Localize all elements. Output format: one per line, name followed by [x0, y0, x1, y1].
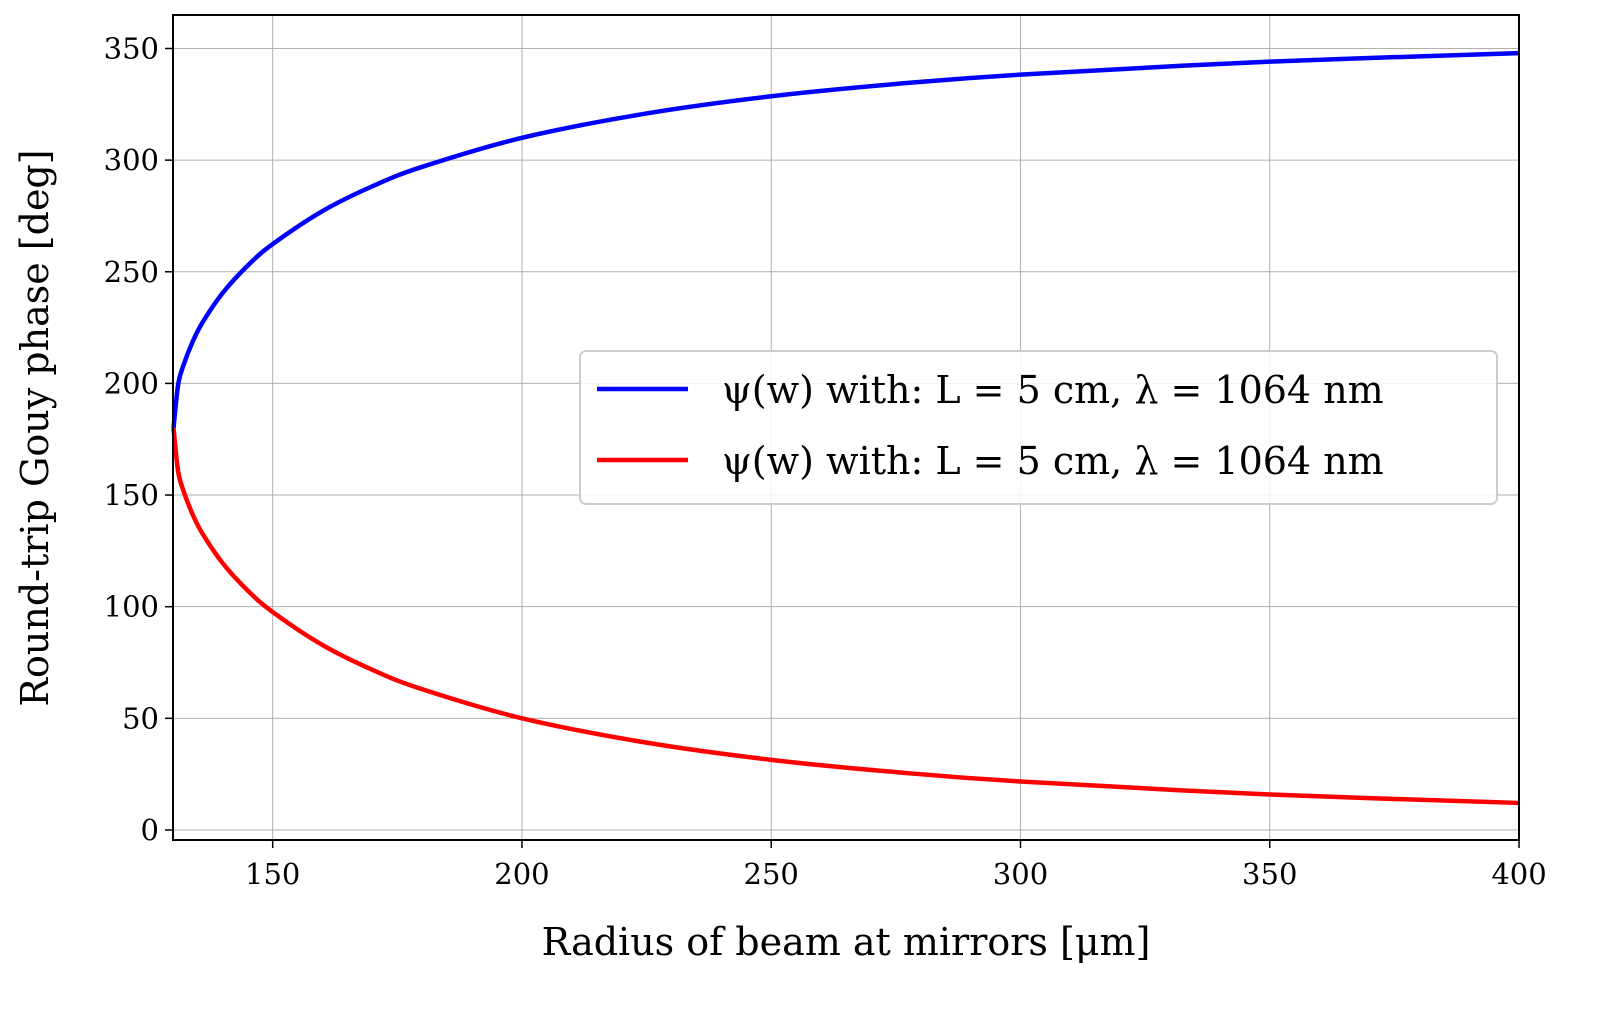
series-line-blue: [171, 50, 1520, 429]
series-lines: [171, 50, 1520, 806]
x-tick-label: 350: [1242, 857, 1297, 891]
series-line-red: [171, 427, 1520, 806]
y-tick-label: 250: [104, 255, 159, 289]
y-tick-label: 200: [104, 366, 159, 400]
y-tick-label: 50: [122, 701, 159, 735]
y-tick-label: 100: [104, 590, 159, 624]
legend-box: [579, 350, 1498, 505]
x-tick-label: 300: [993, 857, 1048, 891]
plot-frame: [172, 14, 1520, 841]
legend-label-red: ψ(w) with: L = 5 cm, λ = 1064 nm: [722, 439, 1384, 483]
x-tick-label: 150: [245, 857, 300, 891]
legend-label-blue: ψ(w) with: L = 5 cm, λ = 1064 nm: [722, 368, 1384, 412]
y-tick-label: 150: [104, 478, 159, 512]
y-axis-label: Round-trip Gouy phase [deg]: [13, 149, 57, 706]
x-axis-label: Radius of beam at mirrors [μm]: [542, 920, 1151, 964]
y-tick-label: 350: [104, 31, 159, 65]
y-tick-label: 300: [104, 143, 159, 177]
x-tick-label: 250: [744, 857, 799, 891]
ticks: 150 200 250 300 350 400 0 50 100 150 200 250 300 350: [104, 31, 1547, 891]
x-tick-label: 200: [494, 857, 549, 891]
legend: ψ(w) with: L = 5 cm, λ = 1064 nm ψ(w) wi…: [579, 350, 1498, 505]
y-tick-label: 0: [141, 813, 159, 847]
x-tick-label: 400: [1491, 857, 1546, 891]
